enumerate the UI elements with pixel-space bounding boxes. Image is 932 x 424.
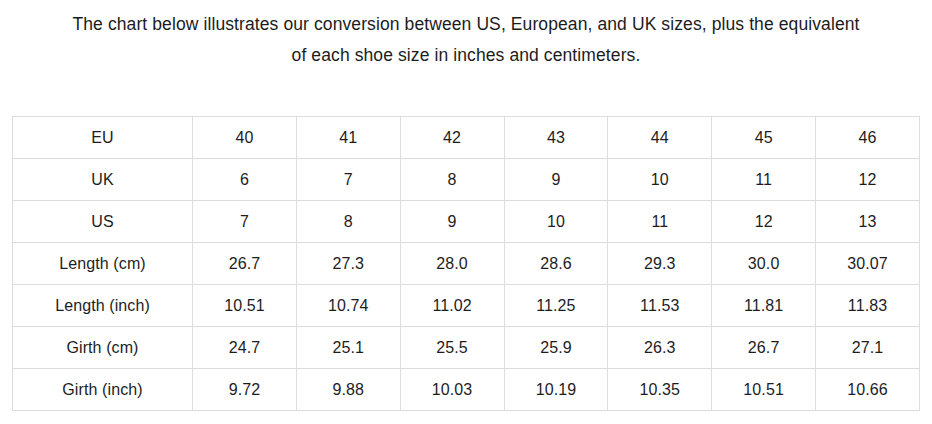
row-label: Length (cm) — [13, 243, 193, 285]
table-cell: 10.51 — [712, 369, 816, 411]
table-row-girth-cm: Girth (cm)24.725.125.525.926.326.727.1 — [13, 327, 920, 369]
table-cell: 45 — [712, 117, 816, 159]
table-cell: 10.03 — [400, 369, 504, 411]
table-cell: 12 — [712, 201, 816, 243]
table-row-eu: EU40414243444546 — [13, 117, 920, 159]
table-row-length-cm: Length (cm)26.727.328.028.629.330.030.07 — [13, 243, 920, 285]
table-cell: 29.3 — [608, 243, 712, 285]
page-title: The chart below illustrates our conversi… — [0, 0, 932, 71]
row-label: UK — [13, 159, 193, 201]
table-cell: 11.81 — [712, 285, 816, 327]
table-cell: 8 — [400, 159, 504, 201]
table-cell: 9.88 — [296, 369, 400, 411]
table-cell: 10.35 — [608, 369, 712, 411]
table-row-length-inch: Length (inch)10.5110.7411.0211.2511.5311… — [13, 285, 920, 327]
table-cell: 11 — [608, 201, 712, 243]
table-cell: 25.5 — [400, 327, 504, 369]
table-cell: 11.53 — [608, 285, 712, 327]
size-conversion-table: EU40414243444546UK6789101112US7891011121… — [12, 116, 920, 411]
table-cell: 10.19 — [504, 369, 608, 411]
table-cell: 7 — [296, 159, 400, 201]
table-cell: 13 — [816, 201, 920, 243]
table-cell: 11.83 — [816, 285, 920, 327]
table-cell: 9 — [400, 201, 504, 243]
table-cell: 30.0 — [712, 243, 816, 285]
table-cell: 10 — [504, 201, 608, 243]
table-cell: 8 — [296, 201, 400, 243]
table-cell: 46 — [816, 117, 920, 159]
row-label: EU — [13, 117, 193, 159]
table-cell: 27.1 — [816, 327, 920, 369]
table-row-uk: UK6789101112 — [13, 159, 920, 201]
table-cell: 24.7 — [193, 327, 297, 369]
row-label: US — [13, 201, 193, 243]
table-cell: 26.7 — [712, 327, 816, 369]
table-cell: 43 — [504, 117, 608, 159]
page-title-line-2: of each shoe size in inches and centimet… — [0, 40, 932, 71]
table-cell: 40 — [193, 117, 297, 159]
size-table-body: EU40414243444546UK6789101112US7891011121… — [13, 117, 920, 411]
table-cell: 26.7 — [193, 243, 297, 285]
table-cell: 10.66 — [816, 369, 920, 411]
table-cell: 42 — [400, 117, 504, 159]
table-cell: 26.3 — [608, 327, 712, 369]
table-row-us: US78910111213 — [13, 201, 920, 243]
table-cell: 6 — [193, 159, 297, 201]
row-label: Length (inch) — [13, 285, 193, 327]
table-cell: 9 — [504, 159, 608, 201]
page-title-line-1: The chart below illustrates our conversi… — [0, 9, 932, 40]
table-row-girth-inch: Girth (inch)9.729.8810.0310.1910.3510.51… — [13, 369, 920, 411]
table-cell: 25.9 — [504, 327, 608, 369]
table-cell: 7 — [193, 201, 297, 243]
table-cell: 9.72 — [193, 369, 297, 411]
page: The chart below illustrates our conversi… — [0, 0, 932, 424]
table-cell: 10.74 — [296, 285, 400, 327]
table-cell: 10.51 — [193, 285, 297, 327]
table-cell: 27.3 — [296, 243, 400, 285]
table-cell: 10 — [608, 159, 712, 201]
table-cell: 44 — [608, 117, 712, 159]
table-cell: 12 — [816, 159, 920, 201]
table-cell: 11.02 — [400, 285, 504, 327]
row-label: Girth (inch) — [13, 369, 193, 411]
table-cell: 28.6 — [504, 243, 608, 285]
row-label: Girth (cm) — [13, 327, 193, 369]
table-cell: 11.25 — [504, 285, 608, 327]
table-cell: 30.07 — [816, 243, 920, 285]
table-cell: 41 — [296, 117, 400, 159]
table-cell: 28.0 — [400, 243, 504, 285]
table-cell: 25.1 — [296, 327, 400, 369]
table-cell: 11 — [712, 159, 816, 201]
